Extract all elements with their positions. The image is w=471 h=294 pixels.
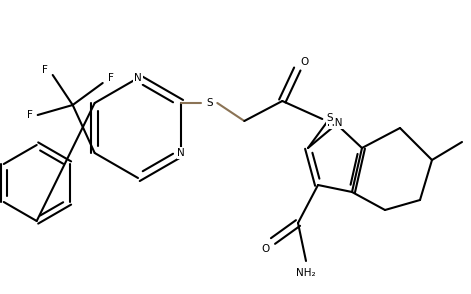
Text: F: F [108,73,114,83]
Text: NH₂: NH₂ [296,268,316,278]
Text: N: N [178,148,185,158]
Text: O: O [300,57,309,67]
Text: S: S [206,98,212,108]
Text: F: F [27,110,32,120]
Text: HN: HN [327,118,343,128]
Text: S: S [327,113,333,123]
Text: N: N [134,73,142,83]
Text: O: O [261,244,269,254]
Text: F: F [42,65,48,75]
